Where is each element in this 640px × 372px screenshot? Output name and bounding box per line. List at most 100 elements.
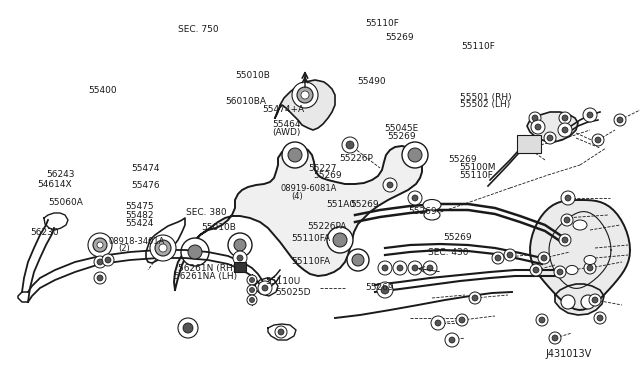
Text: SEC. 750: SEC. 750	[178, 25, 218, 34]
Ellipse shape	[424, 210, 440, 220]
Text: 55501 (RH): 55501 (RH)	[460, 93, 511, 102]
Circle shape	[530, 264, 542, 276]
Circle shape	[97, 275, 103, 281]
Circle shape	[383, 178, 397, 192]
Text: 55045E: 55045E	[384, 124, 419, 133]
Circle shape	[595, 137, 601, 143]
Circle shape	[617, 117, 623, 123]
Circle shape	[587, 112, 593, 118]
Text: 55226P: 55226P	[339, 154, 373, 163]
Circle shape	[492, 252, 504, 264]
Circle shape	[346, 141, 354, 149]
Text: SEC. 430: SEC. 430	[428, 248, 468, 257]
Circle shape	[564, 217, 570, 223]
Circle shape	[529, 112, 541, 124]
Circle shape	[565, 195, 571, 201]
Circle shape	[228, 233, 252, 257]
Text: 55110F: 55110F	[460, 171, 493, 180]
Circle shape	[94, 272, 106, 284]
Text: 55226PA: 55226PA	[307, 222, 347, 231]
Text: 55269: 55269	[448, 155, 477, 164]
Circle shape	[408, 148, 422, 162]
Circle shape	[408, 191, 422, 205]
Text: 55060A: 55060A	[48, 198, 83, 207]
Circle shape	[504, 249, 516, 261]
Circle shape	[377, 282, 393, 298]
Circle shape	[552, 335, 558, 341]
Text: 56230: 56230	[31, 228, 60, 237]
Circle shape	[495, 255, 501, 261]
Circle shape	[427, 265, 433, 271]
Text: 54614X: 54614X	[37, 180, 72, 189]
Circle shape	[181, 238, 209, 266]
Circle shape	[188, 245, 202, 259]
Circle shape	[594, 312, 606, 324]
Polygon shape	[530, 200, 630, 310]
Circle shape	[250, 278, 255, 282]
Circle shape	[536, 314, 548, 326]
Circle shape	[183, 323, 193, 333]
Circle shape	[247, 295, 257, 305]
Circle shape	[301, 91, 309, 99]
Circle shape	[352, 254, 364, 266]
Circle shape	[533, 267, 539, 273]
Circle shape	[159, 244, 167, 252]
Text: 55110U: 55110U	[266, 278, 301, 286]
Circle shape	[327, 227, 353, 253]
Circle shape	[532, 115, 538, 121]
Circle shape	[292, 82, 318, 108]
Circle shape	[88, 233, 112, 257]
Circle shape	[408, 261, 422, 275]
Circle shape	[278, 329, 284, 335]
Circle shape	[105, 257, 111, 263]
Circle shape	[459, 317, 465, 323]
Text: 08919-6081A: 08919-6081A	[280, 185, 337, 193]
Circle shape	[342, 137, 358, 153]
Circle shape	[347, 249, 369, 271]
Circle shape	[587, 265, 593, 271]
Circle shape	[597, 315, 603, 321]
Text: 55475: 55475	[125, 202, 154, 211]
Circle shape	[535, 124, 541, 130]
Circle shape	[423, 261, 437, 275]
Circle shape	[559, 112, 571, 124]
Text: 55269: 55269	[351, 200, 380, 209]
Circle shape	[234, 239, 246, 251]
Text: 55110F: 55110F	[365, 19, 399, 28]
Text: 55474+A: 55474+A	[262, 105, 305, 114]
FancyBboxPatch shape	[517, 135, 541, 153]
Circle shape	[456, 314, 468, 326]
Ellipse shape	[566, 266, 578, 275]
Circle shape	[469, 292, 481, 304]
Circle shape	[507, 252, 513, 258]
Circle shape	[333, 233, 347, 247]
Circle shape	[431, 316, 445, 330]
Circle shape	[237, 255, 243, 261]
Circle shape	[592, 134, 604, 146]
Circle shape	[387, 182, 393, 188]
Polygon shape	[275, 80, 335, 130]
Polygon shape	[527, 112, 578, 142]
Text: 56261N (RH): 56261N (RH)	[178, 264, 236, 273]
Ellipse shape	[423, 199, 441, 211]
Circle shape	[544, 132, 556, 144]
Text: 55010B: 55010B	[202, 223, 236, 232]
Circle shape	[94, 256, 106, 268]
Circle shape	[275, 326, 287, 338]
Circle shape	[247, 285, 257, 295]
Circle shape	[435, 320, 441, 326]
Text: 55227: 55227	[308, 164, 337, 173]
Circle shape	[97, 242, 103, 248]
Circle shape	[562, 115, 568, 121]
Circle shape	[561, 191, 575, 205]
Text: 55269: 55269	[443, 233, 472, 242]
Text: 55476: 55476	[131, 181, 160, 190]
Circle shape	[589, 294, 601, 306]
Circle shape	[250, 288, 255, 292]
Circle shape	[97, 259, 103, 265]
Circle shape	[412, 195, 418, 201]
Circle shape	[247, 275, 257, 285]
Text: 55269: 55269	[387, 132, 416, 141]
Text: 55025D: 55025D	[275, 288, 310, 296]
Circle shape	[397, 265, 403, 271]
